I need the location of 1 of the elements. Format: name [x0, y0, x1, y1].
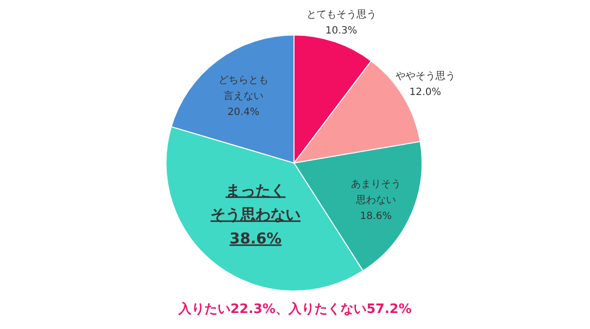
- text: 入りたい22.3%、入りたくない57.2%: [177, 301, 412, 317]
